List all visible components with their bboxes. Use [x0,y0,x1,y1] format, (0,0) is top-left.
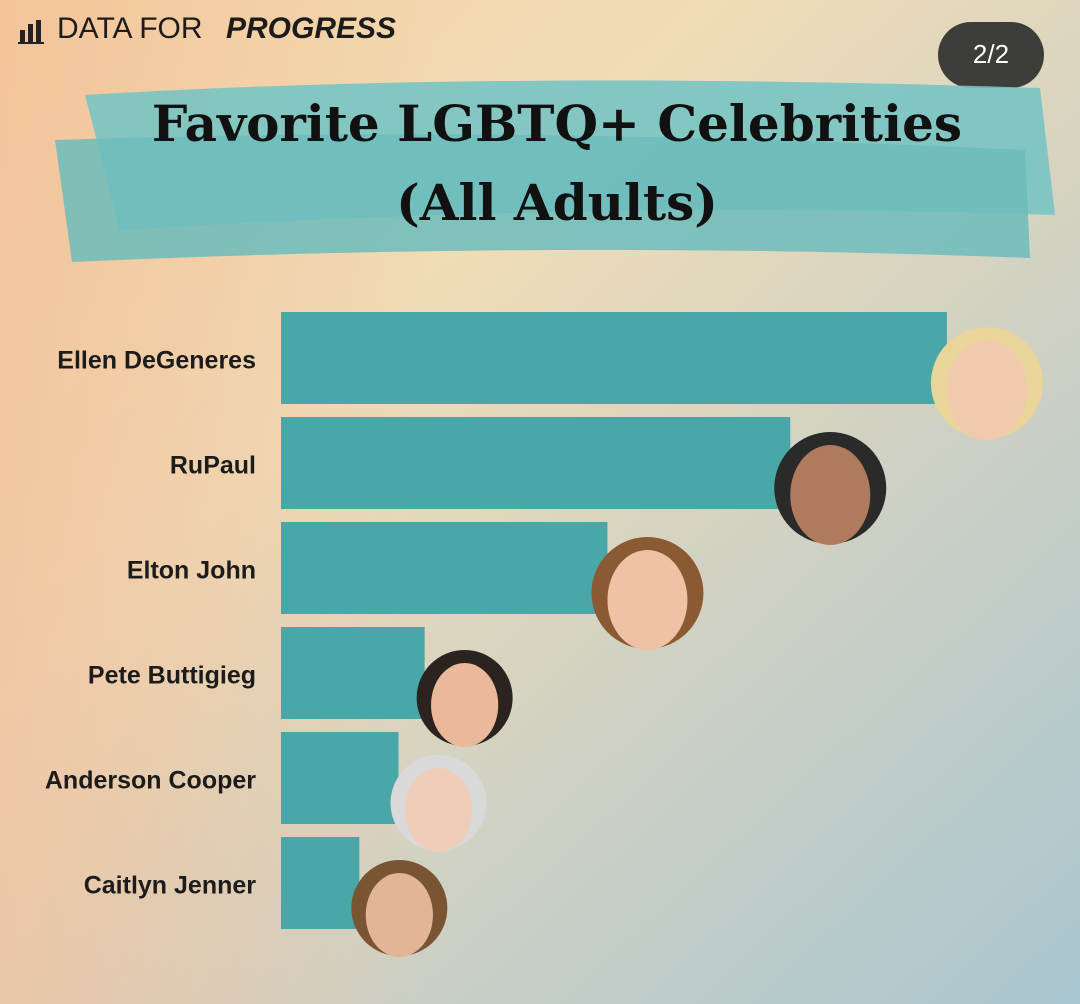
bar [281,837,360,929]
photo-face [404,768,473,852]
category-label: Caitlyn Jenner [84,872,257,900]
brand-name: DATA FOR [57,12,203,45]
category-label: RuPaul [170,452,256,480]
photo-face [607,550,688,650]
bar [281,732,399,824]
bar [281,627,425,719]
page-badge [938,22,1044,88]
category-label: Elton John [127,557,256,585]
photo-face [431,663,499,747]
bar [281,417,791,509]
bar [281,312,947,404]
page-indicator: 2/2 [973,39,1009,69]
photo-face [365,873,433,957]
category-label: Ellen DeGeneres [57,347,256,375]
photo-face [946,340,1027,440]
brand-emphasis: PROGRESS [226,12,396,45]
logo: DATA FOR PROGRESS [18,12,396,45]
title-brush [55,134,1030,262]
photo-face [790,445,871,545]
chart-title: Favorite LGBTQ+ Celebrities [152,94,962,153]
chart-subtitle: (All Adults) [396,173,718,232]
bar [281,522,608,614]
category-label: Pete Buttigieg [88,662,256,690]
category-label: Anderson Cooper [45,767,256,795]
